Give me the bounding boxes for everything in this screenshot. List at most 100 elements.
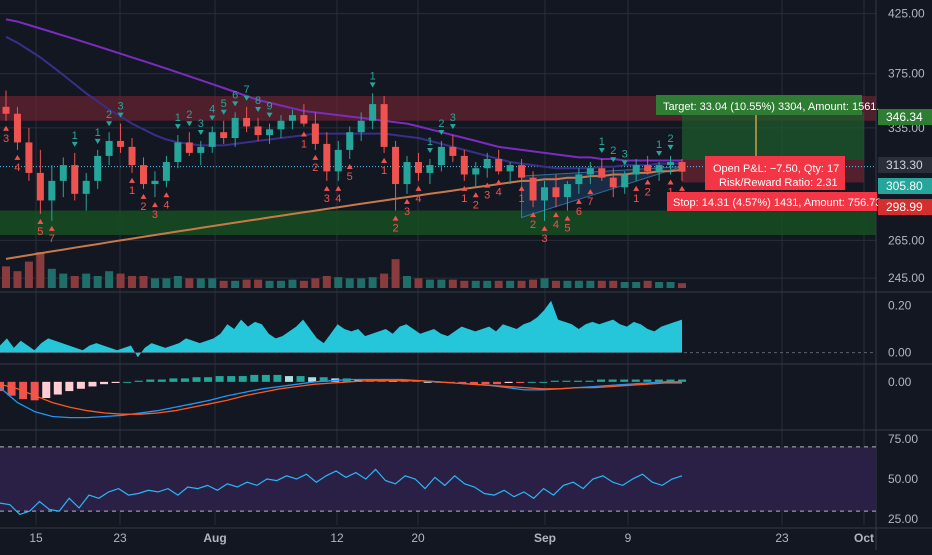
volume-bar <box>128 276 137 288</box>
grid <box>0 0 876 525</box>
target-box[interactable]: Target: 33.04 (10.55%) 3304, Amount: 156… <box>656 95 879 115</box>
open-pnl-label: Open P&L: −7.50, Qty: 17 <box>713 163 839 175</box>
candle-body <box>139 165 147 185</box>
setup-label: 2 <box>473 199 479 211</box>
volume-bar <box>586 280 595 288</box>
time-axis[interactable]: 15 23 Aug 12 20 Sep 9 23 Oct <box>29 531 874 545</box>
setup-label: 2 <box>438 118 444 130</box>
macd-histogram-bar <box>458 381 467 383</box>
volume-bar <box>24 261 33 288</box>
pnl-box[interactable]: Open P&L: −7.50, Qty: 17 Risk/Reward Rat… <box>705 156 845 190</box>
setup-arrow <box>312 154 319 160</box>
candle-body <box>426 165 434 173</box>
candle <box>678 158 686 181</box>
macd-histogram-bar <box>539 381 548 383</box>
candle <box>392 140 400 211</box>
macd-histogram-bar <box>469 381 478 385</box>
time-axis-tick: Sep <box>534 531 556 545</box>
volume-bar <box>655 282 664 288</box>
setup-arrow <box>679 185 685 191</box>
setup-arrow <box>472 192 479 198</box>
setup-arrow <box>426 147 433 153</box>
time-axis-tick: 20 <box>411 531 425 545</box>
candle-body <box>71 165 79 194</box>
setup-label: 5 <box>347 171 353 183</box>
volume-bar <box>299 280 308 288</box>
candle-body <box>323 143 331 172</box>
candle <box>414 152 422 181</box>
volume-bar <box>666 282 675 288</box>
volume-bar <box>242 279 251 288</box>
candle <box>609 168 617 198</box>
candle-body <box>128 146 136 166</box>
setup-label: 2 <box>312 162 318 174</box>
price-axis[interactable]: 425.00375.00335.00265.00245.000.200.000.… <box>888 7 925 527</box>
candle-body <box>483 158 491 169</box>
volume-bar <box>265 280 274 288</box>
macd-histogram-bar <box>76 381 85 389</box>
setup-arrow <box>495 179 502 185</box>
volume-bar <box>334 277 343 288</box>
candle <box>541 180 549 221</box>
volume-bar <box>678 283 686 288</box>
moving-average-line <box>5 35 682 170</box>
candle <box>357 112 365 141</box>
setup-arrow <box>381 157 388 163</box>
setup-arrow <box>564 215 571 221</box>
volume-bar <box>162 278 171 288</box>
candle <box>185 132 193 156</box>
candle <box>208 126 216 153</box>
volume-bar <box>574 280 583 288</box>
stop-box[interactable]: Stop: 14.31 (4.57%) 1431, Amount: 756.73 <box>667 192 882 211</box>
setup-label: 4 <box>415 193 421 205</box>
candle-body <box>2 106 10 114</box>
signal-line <box>0 380 682 415</box>
moving-averages <box>5 18 683 260</box>
candle <box>300 104 308 127</box>
volume-bar <box>380 273 389 288</box>
setup-label: 1 <box>370 70 376 82</box>
setup-label: 1 <box>519 193 525 205</box>
setup-label: 1 <box>381 165 387 177</box>
setup-label: 7 <box>244 84 250 96</box>
setup-arrow <box>37 218 44 224</box>
macd-histogram-bar <box>423 381 432 383</box>
setup-arrow <box>174 124 181 130</box>
candle <box>25 127 33 181</box>
candle-body <box>403 162 411 185</box>
candle-body <box>334 149 342 172</box>
candle <box>472 162 480 188</box>
volume-bar <box>93 276 102 288</box>
macd-histogram-bar <box>146 379 155 382</box>
candle-body <box>586 168 594 175</box>
candle <box>254 117 262 141</box>
candle-body <box>380 104 388 147</box>
price-axis-tick: 425.00 <box>888 7 925 21</box>
candle-body <box>541 187 549 201</box>
candle <box>529 171 537 208</box>
candle-body <box>48 180 56 201</box>
macd-histogram-bar <box>111 381 120 383</box>
candle <box>71 152 79 201</box>
candle-body <box>506 165 514 172</box>
setup-arrow <box>656 151 663 157</box>
candle-body <box>621 174 629 188</box>
macd-histogram-bar <box>30 381 39 401</box>
candle-body <box>82 180 90 194</box>
candle-body <box>266 129 274 136</box>
candle-body <box>59 165 67 181</box>
rsi-pane <box>0 446 876 516</box>
volume-bar <box>322 276 331 288</box>
setup-arrow <box>151 202 158 208</box>
moving-average-line <box>5 18 682 162</box>
candle-body <box>117 140 125 147</box>
stop-price-tag: 298.99 <box>886 200 923 214</box>
candle-body <box>632 165 640 175</box>
volume-bar <box>208 278 217 288</box>
macd-histogram-bar <box>100 381 109 385</box>
target-price-tag-bg <box>878 109 932 125</box>
candle <box>2 90 10 121</box>
time-axis-tick: 12 <box>330 531 344 545</box>
volume-bar <box>13 271 22 288</box>
